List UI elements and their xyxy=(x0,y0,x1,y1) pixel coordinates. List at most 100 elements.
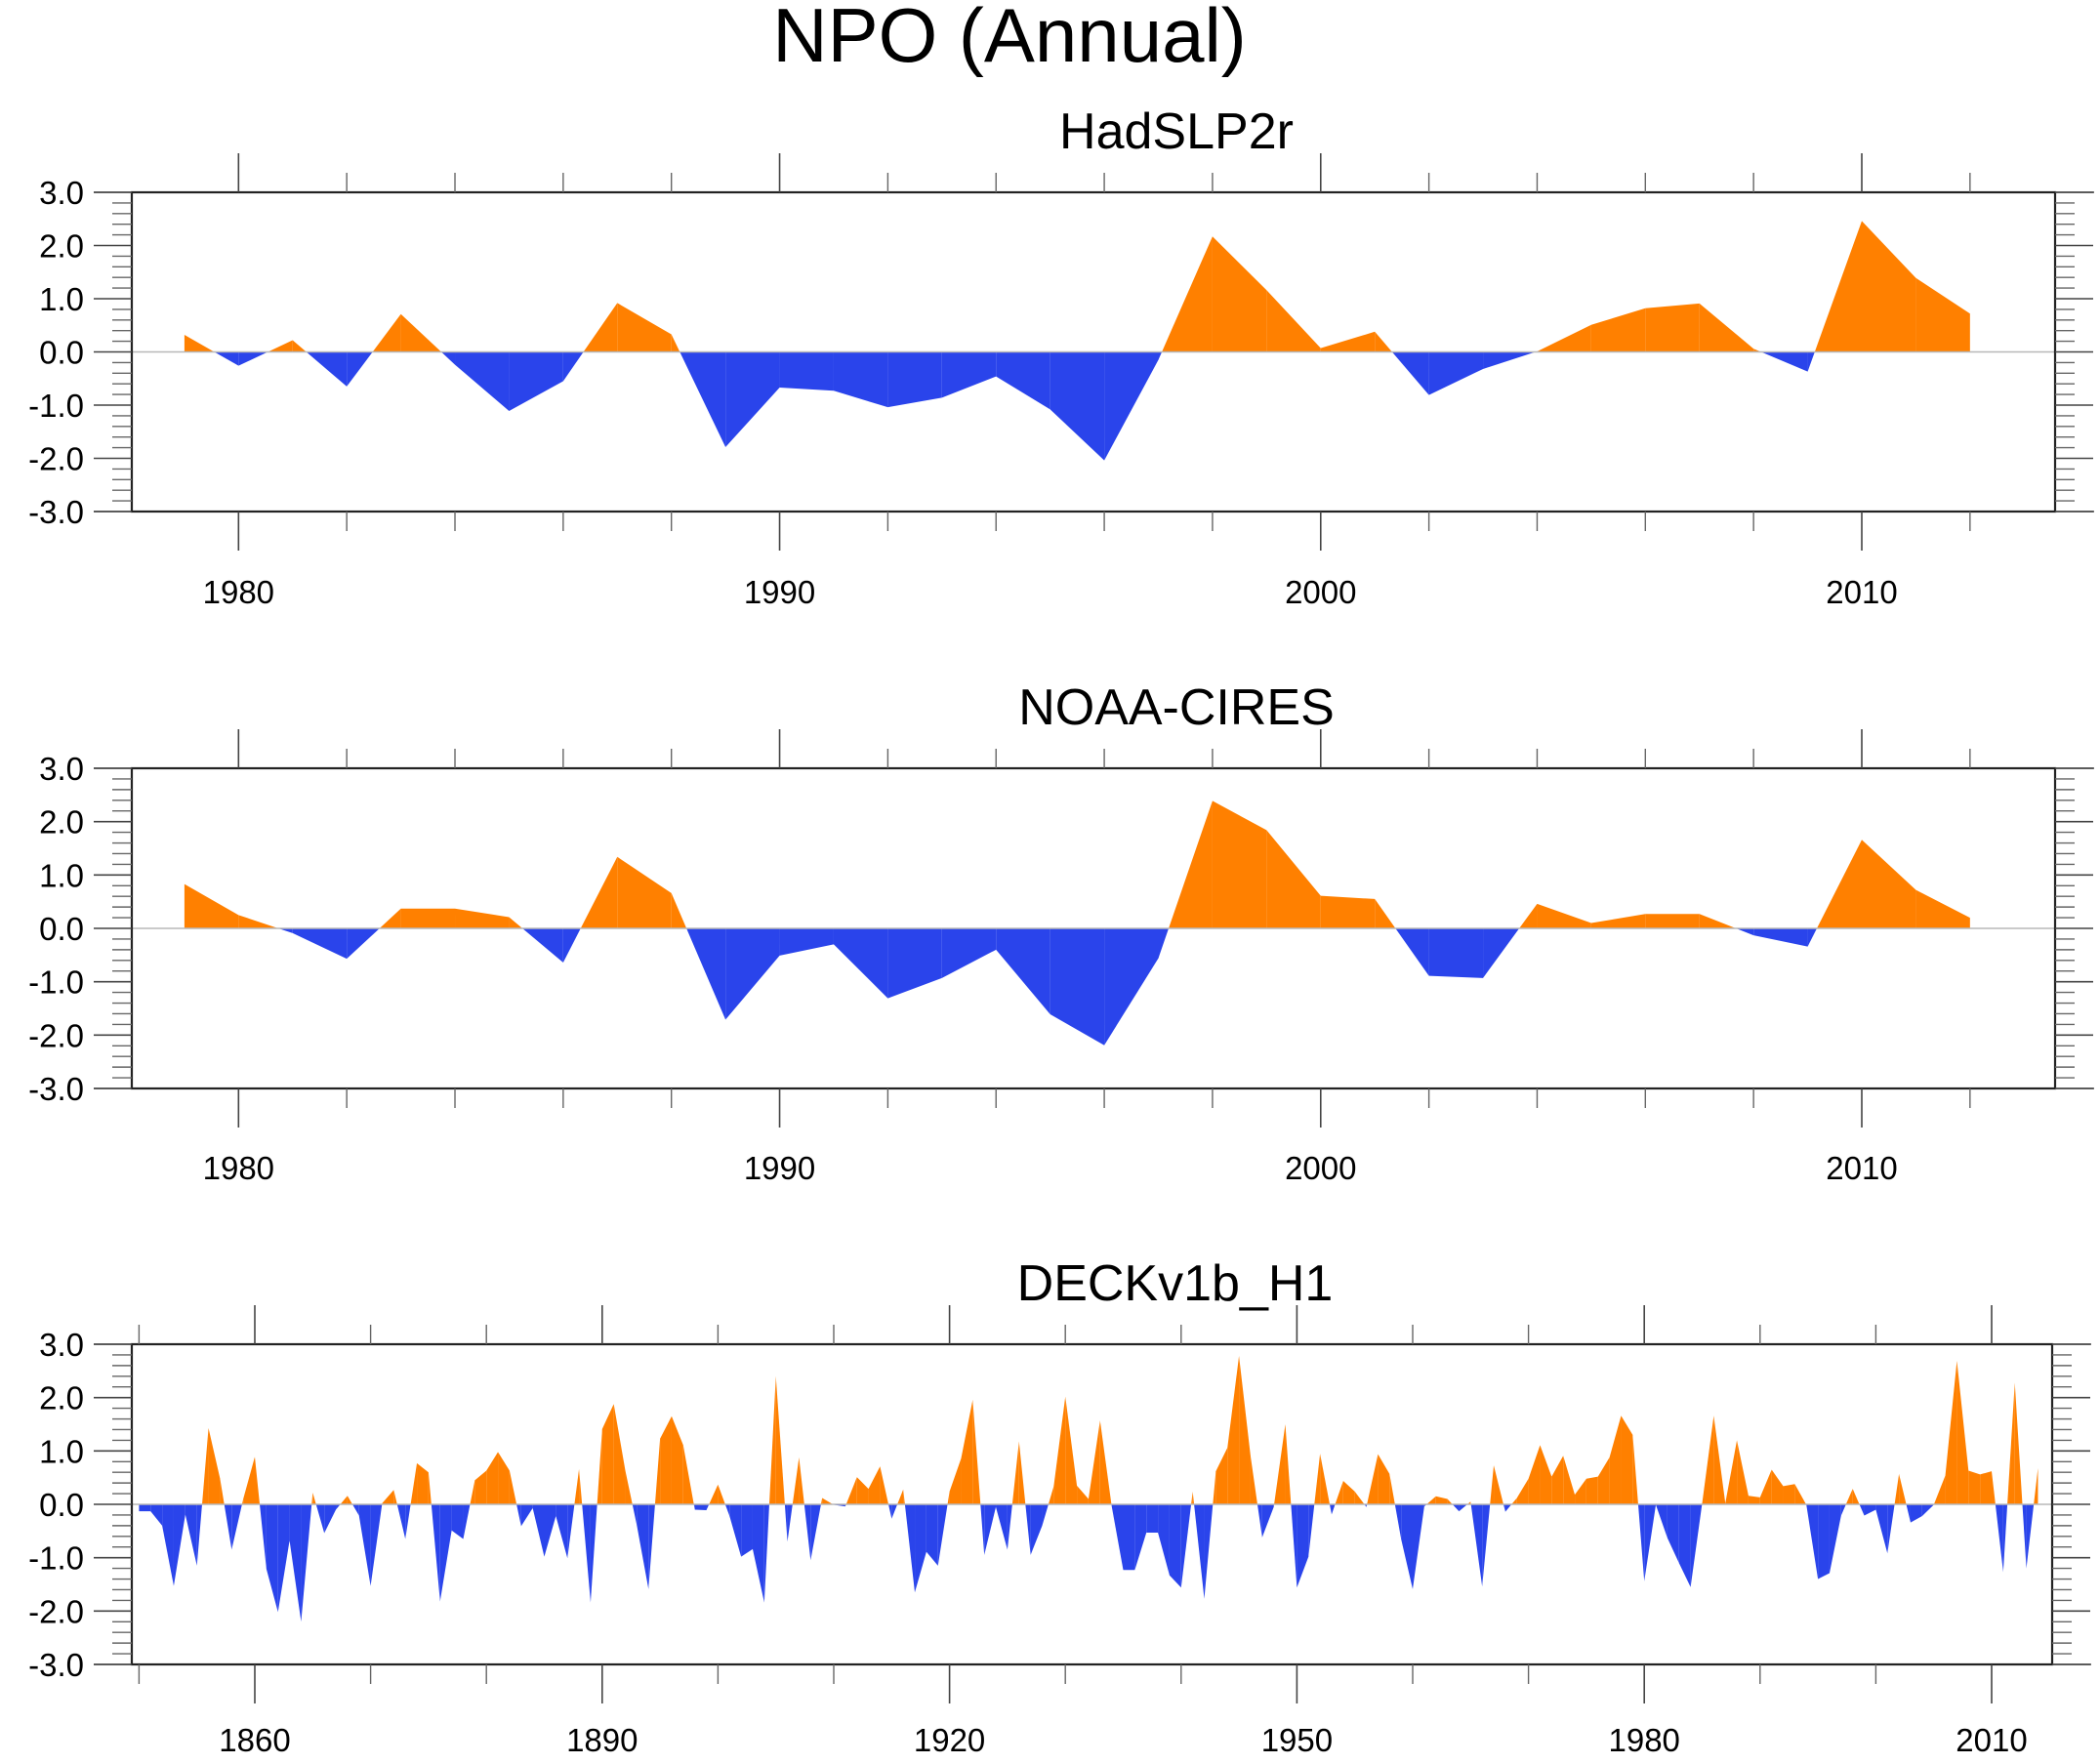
negative-area-segment xyxy=(686,928,726,1020)
figure-title: NPO (Annual) xyxy=(772,0,1247,78)
negative-area-segment xyxy=(441,351,456,365)
negative-area-segment xyxy=(1261,1504,1274,1538)
negative-area-segment xyxy=(1050,928,1105,1046)
negative-area-segment xyxy=(833,928,888,999)
positive-area-segment xyxy=(654,1438,661,1504)
positive-area-segment xyxy=(1212,800,1267,928)
positive-area-segment xyxy=(709,1484,719,1504)
negative-area-segment xyxy=(292,928,348,960)
positive-area-segment xyxy=(1816,840,1862,928)
positive-area-segment xyxy=(1771,1469,1784,1504)
panel-hadslp2r: HadSLP2r 3.0 2.0 1.0 0.0 -1.0 -2.0 -3.0 1980 1990… xyxy=(28,103,2094,610)
positive-area-segment xyxy=(400,313,442,352)
negative-area-segment xyxy=(1452,1504,1460,1512)
positive-area-segment xyxy=(574,1468,580,1504)
negative-area-segment xyxy=(694,1504,707,1511)
positive-area-segment xyxy=(1540,1445,1552,1504)
negative-area-segment xyxy=(725,928,780,1020)
positive-area-segment xyxy=(1162,236,1213,352)
y-tick-label: 0.0 xyxy=(39,335,84,371)
negative-area-segment xyxy=(1025,1504,1031,1555)
x-tick-label: 1980 xyxy=(203,1150,274,1186)
negative-area-segment xyxy=(1483,928,1520,978)
negative-area-segment xyxy=(324,1504,337,1534)
negative-area-segment xyxy=(1394,1504,1402,1539)
y-tick-label: -2.0 xyxy=(28,441,84,477)
negative-area-segment xyxy=(358,1504,371,1586)
positive-area-segment xyxy=(1285,1424,1292,1504)
positive-area-segment xyxy=(1753,349,1761,352)
positive-area-segment xyxy=(660,1415,672,1504)
negative-area-segment xyxy=(370,1504,383,1586)
positive-area-segment xyxy=(682,1445,694,1504)
negative-area-segment xyxy=(238,351,268,366)
positive-area-segment xyxy=(1814,221,1862,352)
negative-area-segment xyxy=(196,1504,202,1566)
negative-area-segment xyxy=(260,1504,267,1570)
negative-area-segment xyxy=(1504,1504,1512,1512)
negative-area-segment xyxy=(1256,1504,1262,1538)
negative-area-segment xyxy=(590,1504,597,1603)
negative-area-segment xyxy=(1875,1504,1888,1554)
negative-area-segment xyxy=(984,1504,997,1555)
positive-area-segment xyxy=(241,1498,244,1504)
negative-area-segment xyxy=(1906,1504,1911,1523)
positive-area-segment xyxy=(1018,1441,1026,1504)
positive-area-segment xyxy=(311,1492,313,1504)
y-tick-label: -1.0 xyxy=(28,1540,84,1577)
x-tick-label: 1920 xyxy=(914,1722,985,1758)
negative-area-segment xyxy=(725,351,780,448)
positive-area-segment xyxy=(1845,1489,1853,1504)
positive-area-segment xyxy=(1968,1470,1981,1504)
positive-area-segment xyxy=(671,334,680,352)
negative-area-segment xyxy=(1308,1504,1315,1557)
negative-area-segment xyxy=(1134,1504,1147,1571)
positive-area-segment xyxy=(1215,1448,1228,1504)
negative-area-segment xyxy=(1331,1504,1336,1515)
positive-area-segment xyxy=(1585,1476,1598,1504)
y-tick-label: 3.0 xyxy=(39,751,84,787)
negative-area-segment xyxy=(396,1504,406,1539)
positive-area-segment xyxy=(597,1428,602,1504)
y-tick-label: -3.0 xyxy=(28,1647,84,1683)
negative-area-segment xyxy=(632,1504,638,1526)
negative-area-segment xyxy=(1829,1504,1841,1574)
positive-area-segment xyxy=(1250,1456,1257,1504)
negative-area-segment xyxy=(582,1504,591,1603)
negative-area-segment xyxy=(833,351,888,408)
x-tick-label: 1980 xyxy=(1608,1722,1679,1758)
negative-area-segment xyxy=(544,1504,556,1557)
positive-area-segment xyxy=(1862,221,1916,352)
positive-area-segment xyxy=(238,915,279,928)
positive-area-segment xyxy=(1320,895,1376,928)
negative-area-segment xyxy=(1030,1504,1043,1555)
positive-area-segment xyxy=(1737,1440,1749,1504)
negative-area-segment xyxy=(224,1504,232,1550)
negative-area-segment xyxy=(1637,1504,1645,1581)
positive-area-segment xyxy=(903,1489,905,1504)
positive-area-segment xyxy=(1048,1486,1054,1504)
negative-area-segment xyxy=(1330,1504,1332,1515)
positive-area-segment xyxy=(1563,1456,1576,1504)
positive-area-segment xyxy=(1314,1454,1321,1504)
positive-area-segment xyxy=(1748,1496,1760,1504)
positive-area-segment xyxy=(617,303,672,352)
positive-area-segment xyxy=(972,1399,981,1504)
negative-area-segment xyxy=(1413,1504,1424,1589)
positive-area-segment xyxy=(243,1456,255,1504)
negative-area-segment xyxy=(891,1504,898,1519)
positive-area-segment xyxy=(410,1462,418,1504)
positive-area-segment xyxy=(1783,1484,1795,1504)
negative-area-segment xyxy=(1104,351,1159,461)
negative-area-segment xyxy=(803,1504,811,1561)
negative-area-segment xyxy=(779,351,834,391)
negative-area-segment xyxy=(347,928,380,960)
negative-area-segment xyxy=(693,1504,695,1510)
negative-area-segment xyxy=(277,1504,290,1613)
negative-area-segment xyxy=(1470,1504,1483,1587)
negative-area-segment xyxy=(455,351,510,411)
positive-area-segment xyxy=(1088,1420,1100,1504)
negative-area-segment xyxy=(1007,1504,1012,1550)
positive-area-segment xyxy=(856,1477,869,1504)
